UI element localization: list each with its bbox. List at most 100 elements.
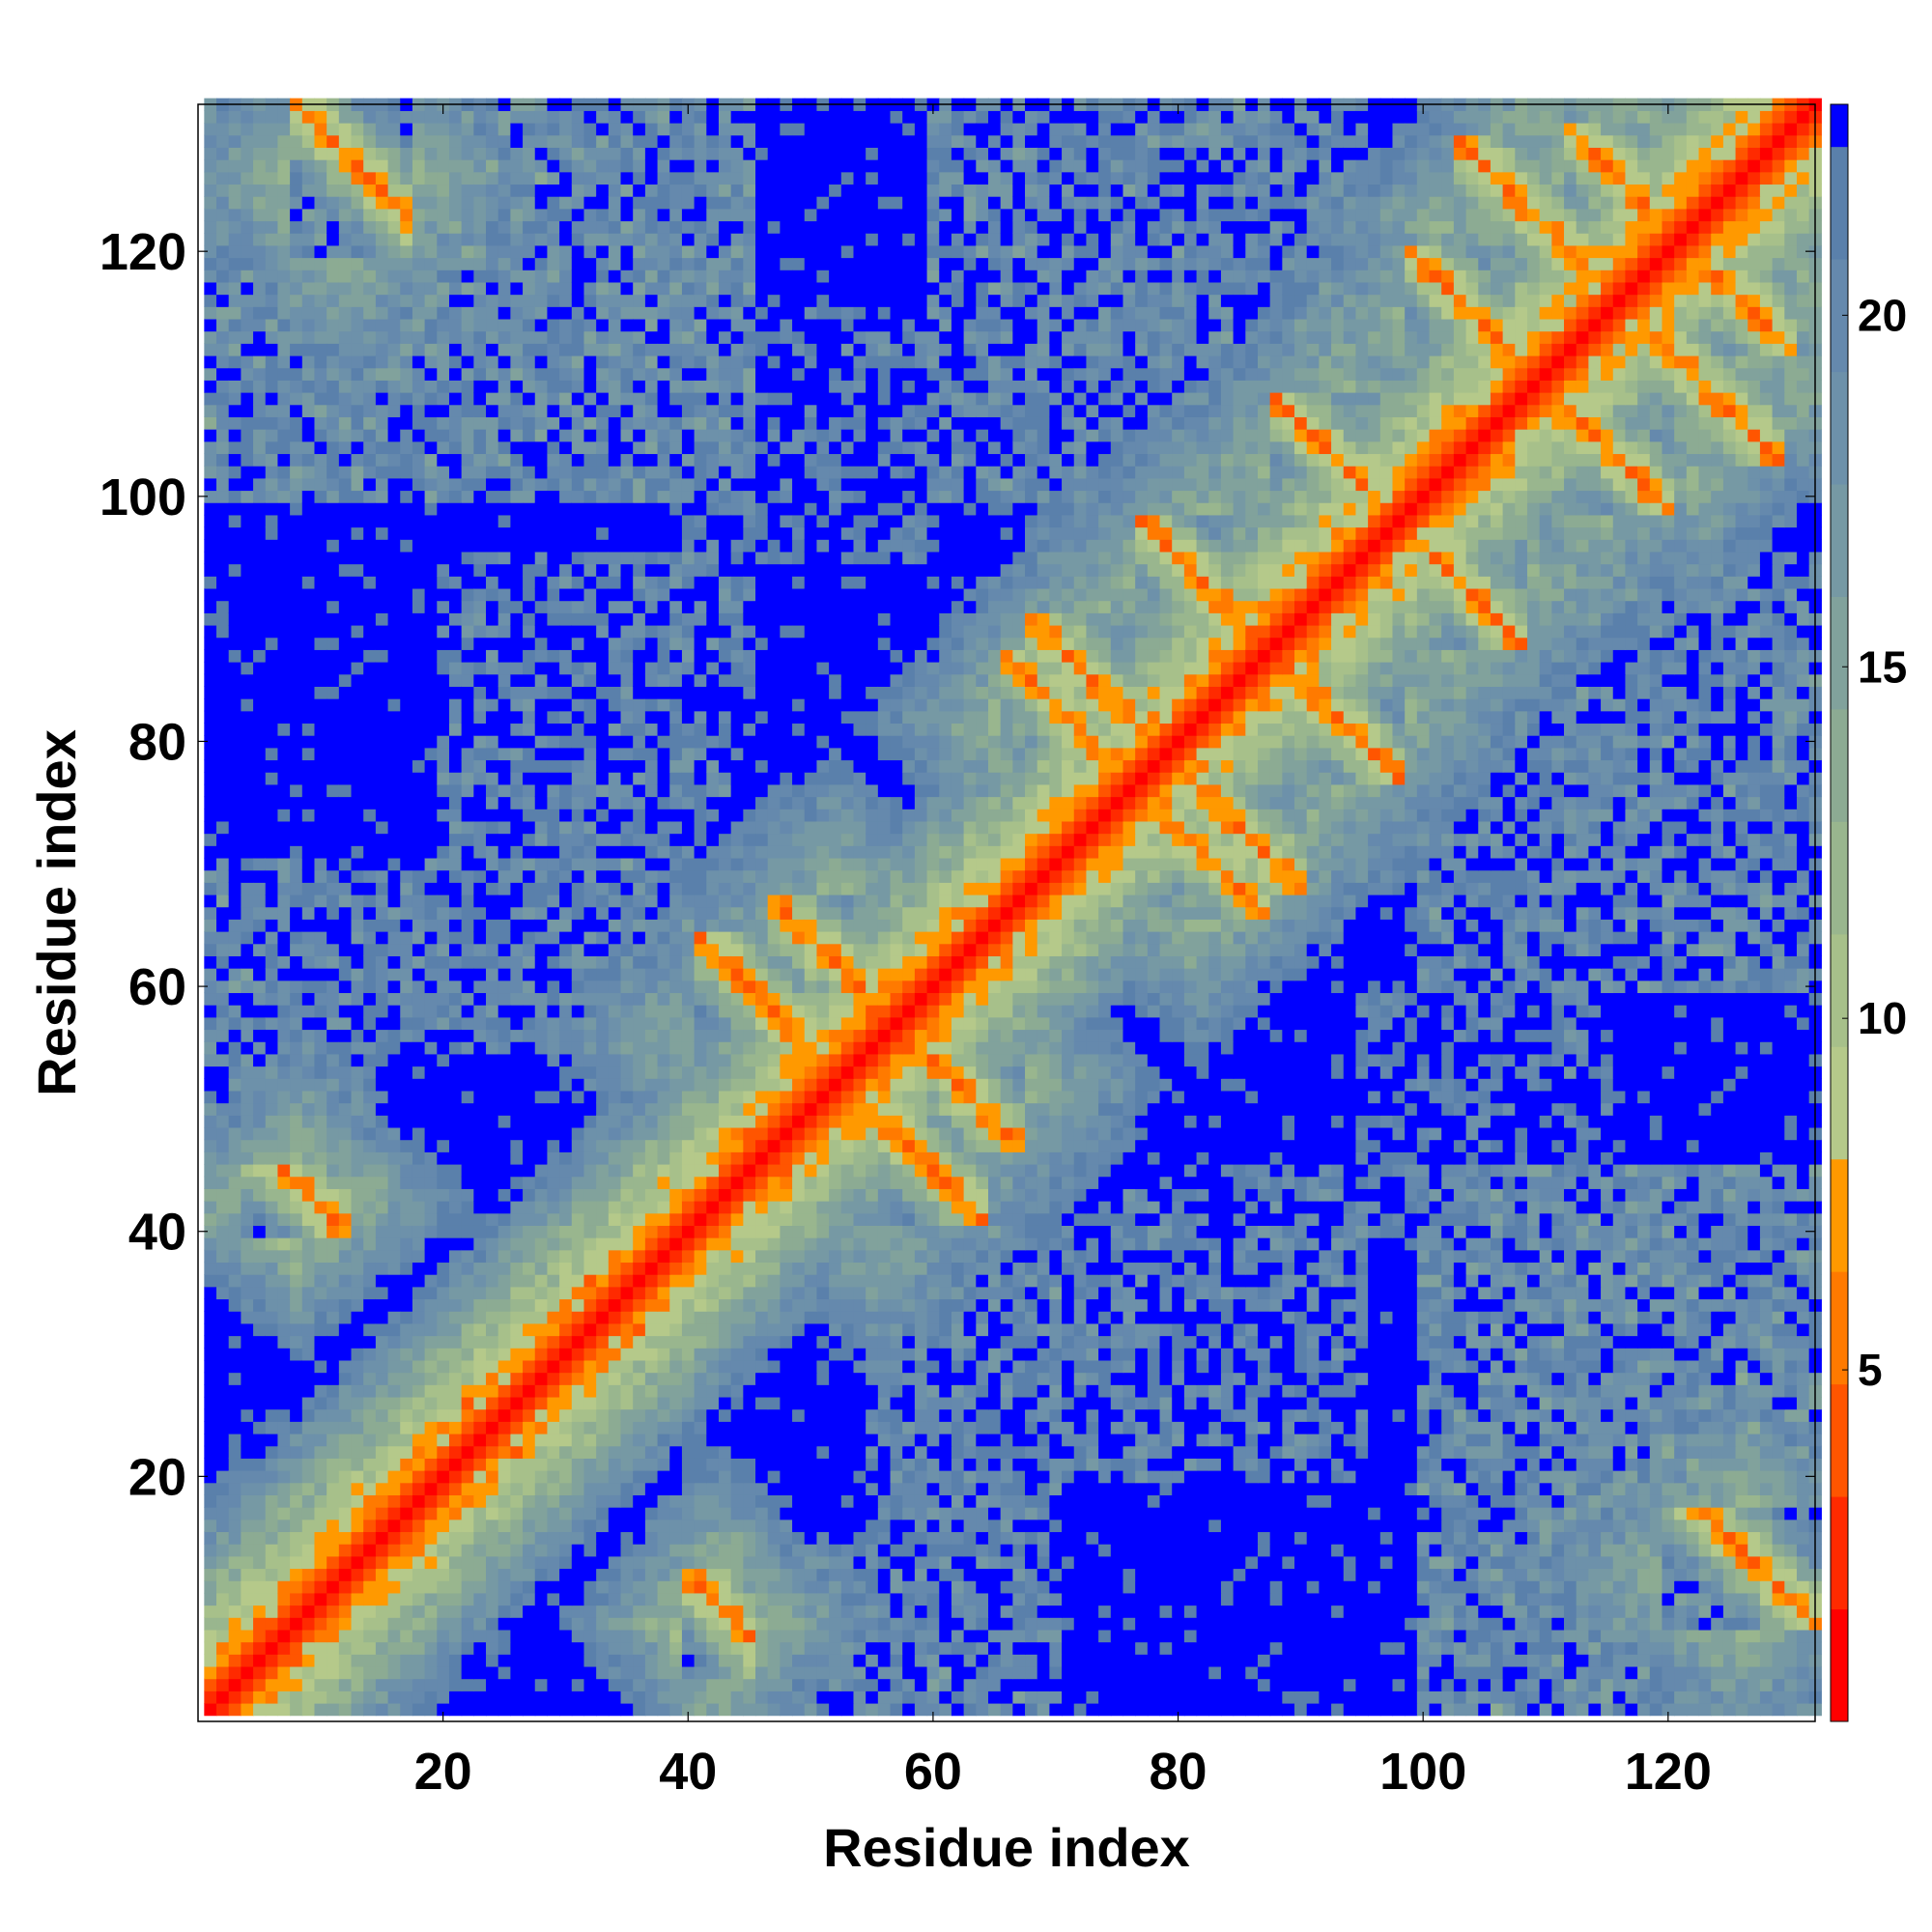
heatmap-cell bbox=[314, 1359, 327, 1374]
heatmap-cell bbox=[1269, 1629, 1283, 1643]
heatmap-cell bbox=[1416, 1592, 1431, 1606]
heatmap-cell bbox=[375, 931, 389, 945]
heatmap-cell bbox=[1502, 1605, 1516, 1618]
heatmap-cell bbox=[400, 809, 413, 822]
heatmap-cell bbox=[216, 1065, 230, 1079]
heatmap-cell bbox=[437, 1237, 450, 1251]
heatmap-cell bbox=[437, 1065, 450, 1079]
heatmap-cell bbox=[1796, 1654, 1810, 1667]
heatmap-cell bbox=[644, 1531, 659, 1545]
heatmap-cell bbox=[1343, 1690, 1357, 1704]
heatmap-cell bbox=[314, 759, 327, 773]
heatmap-cell bbox=[1037, 1617, 1050, 1631]
heatmap-cell bbox=[338, 992, 353, 1006]
heatmap-cell bbox=[228, 980, 242, 994]
heatmap-cell bbox=[301, 1115, 316, 1128]
heatmap-cell bbox=[706, 1531, 720, 1545]
heatmap-cell bbox=[694, 1592, 707, 1606]
heatmap-cell bbox=[1612, 1507, 1627, 1520]
heatmap-cell bbox=[448, 1090, 463, 1104]
heatmap-cell bbox=[241, 919, 254, 932]
heatmap-cell bbox=[387, 466, 401, 479]
heatmap-cell bbox=[1306, 1629, 1320, 1643]
heatmap-cell bbox=[1098, 1470, 1112, 1484]
heatmap-cell bbox=[327, 857, 340, 871]
heatmap-cell bbox=[829, 1580, 842, 1594]
heatmap-cell bbox=[375, 551, 389, 565]
heatmap-cell bbox=[1319, 1629, 1332, 1643]
heatmap-cell bbox=[1441, 1641, 1455, 1655]
heatmap-cell bbox=[1062, 1641, 1075, 1655]
heatmap-cell bbox=[1110, 1654, 1124, 1667]
heatmap-cell bbox=[253, 1065, 267, 1079]
heatmap-cell bbox=[424, 980, 438, 994]
heatmap-cell bbox=[204, 943, 217, 956]
heatmap-cell bbox=[204, 1568, 217, 1581]
heatmap-cell bbox=[1025, 1470, 1038, 1484]
heatmap-cell bbox=[253, 1016, 267, 1031]
heatmap-cell bbox=[804, 1568, 818, 1581]
heatmap-cell bbox=[327, 453, 340, 467]
heatmap-cell bbox=[253, 257, 267, 270]
heatmap-cell bbox=[1576, 1580, 1589, 1594]
heatmap-cell bbox=[387, 1470, 401, 1484]
heatmap-cell bbox=[216, 563, 230, 577]
heatmap-cell bbox=[314, 1494, 327, 1508]
heatmap-cell bbox=[1759, 1641, 1774, 1655]
heatmap-cell bbox=[338, 1580, 353, 1594]
heatmap-cell bbox=[694, 1665, 707, 1680]
heatmap-cell bbox=[1110, 1531, 1124, 1545]
heatmap-cell bbox=[241, 184, 254, 197]
heatmap-cell bbox=[1379, 1654, 1394, 1667]
heatmap-cell bbox=[216, 1408, 230, 1422]
heatmap-cell bbox=[583, 1629, 597, 1643]
heatmap-cell bbox=[216, 367, 230, 381]
heatmap-cell bbox=[412, 637, 426, 650]
heatmap-cell bbox=[216, 1690, 230, 1704]
heatmap-cell bbox=[804, 1580, 818, 1594]
heatmap-cell bbox=[265, 208, 279, 222]
heatmap-cell bbox=[853, 1555, 867, 1570]
heatmap-cell bbox=[301, 1286, 316, 1300]
heatmap-cell bbox=[1135, 1494, 1149, 1508]
heatmap-cell bbox=[1294, 1641, 1308, 1655]
heatmap-cell bbox=[583, 1678, 597, 1691]
heatmap-cell bbox=[510, 1458, 524, 1471]
heatmap-cell bbox=[1147, 1544, 1161, 1557]
heatmap-cell bbox=[228, 1237, 242, 1251]
heatmap-cell bbox=[1612, 1690, 1627, 1704]
heatmap-cell bbox=[559, 1531, 573, 1545]
heatmap-cell bbox=[890, 1641, 903, 1655]
heatmap-cell bbox=[1478, 1470, 1492, 1484]
heatmap-cell bbox=[571, 1641, 585, 1655]
heatmap-cell bbox=[1539, 1519, 1552, 1533]
heatmap-cell bbox=[241, 343, 254, 356]
heatmap-cell bbox=[277, 514, 291, 528]
heatmap-cell bbox=[1331, 1531, 1345, 1545]
heatmap-cell bbox=[437, 1433, 450, 1447]
heatmap-cell bbox=[1062, 1555, 1075, 1570]
heatmap-cell bbox=[400, 1372, 413, 1385]
heatmap-cell bbox=[1711, 1702, 1724, 1717]
heatmap-cell bbox=[338, 551, 353, 565]
heatmap-cell bbox=[1098, 1519, 1112, 1533]
heatmap-cell bbox=[241, 1139, 254, 1152]
heatmap-cell bbox=[1306, 1555, 1320, 1570]
heatmap-cell bbox=[314, 1421, 327, 1435]
heatmap-cell bbox=[265, 869, 279, 883]
heatmap-cell bbox=[424, 1078, 438, 1092]
heatmap-cell bbox=[216, 1617, 230, 1631]
heatmap-cell bbox=[228, 502, 242, 516]
heatmap-cell bbox=[1612, 1494, 1627, 1508]
heatmap-cell bbox=[718, 1617, 732, 1631]
heatmap-cell bbox=[1698, 1470, 1712, 1484]
heatmap-cell bbox=[216, 869, 230, 883]
heatmap-cell bbox=[204, 906, 217, 920]
heatmap-cell bbox=[424, 1163, 438, 1178]
heatmap-cell bbox=[290, 1311, 303, 1324]
heatmap-cell bbox=[559, 1654, 573, 1667]
heatmap-cell bbox=[424, 943, 438, 956]
heatmap-cell bbox=[265, 1225, 279, 1238]
heatmap-cell bbox=[1722, 1519, 1737, 1533]
heatmap-cell bbox=[1662, 1531, 1675, 1545]
